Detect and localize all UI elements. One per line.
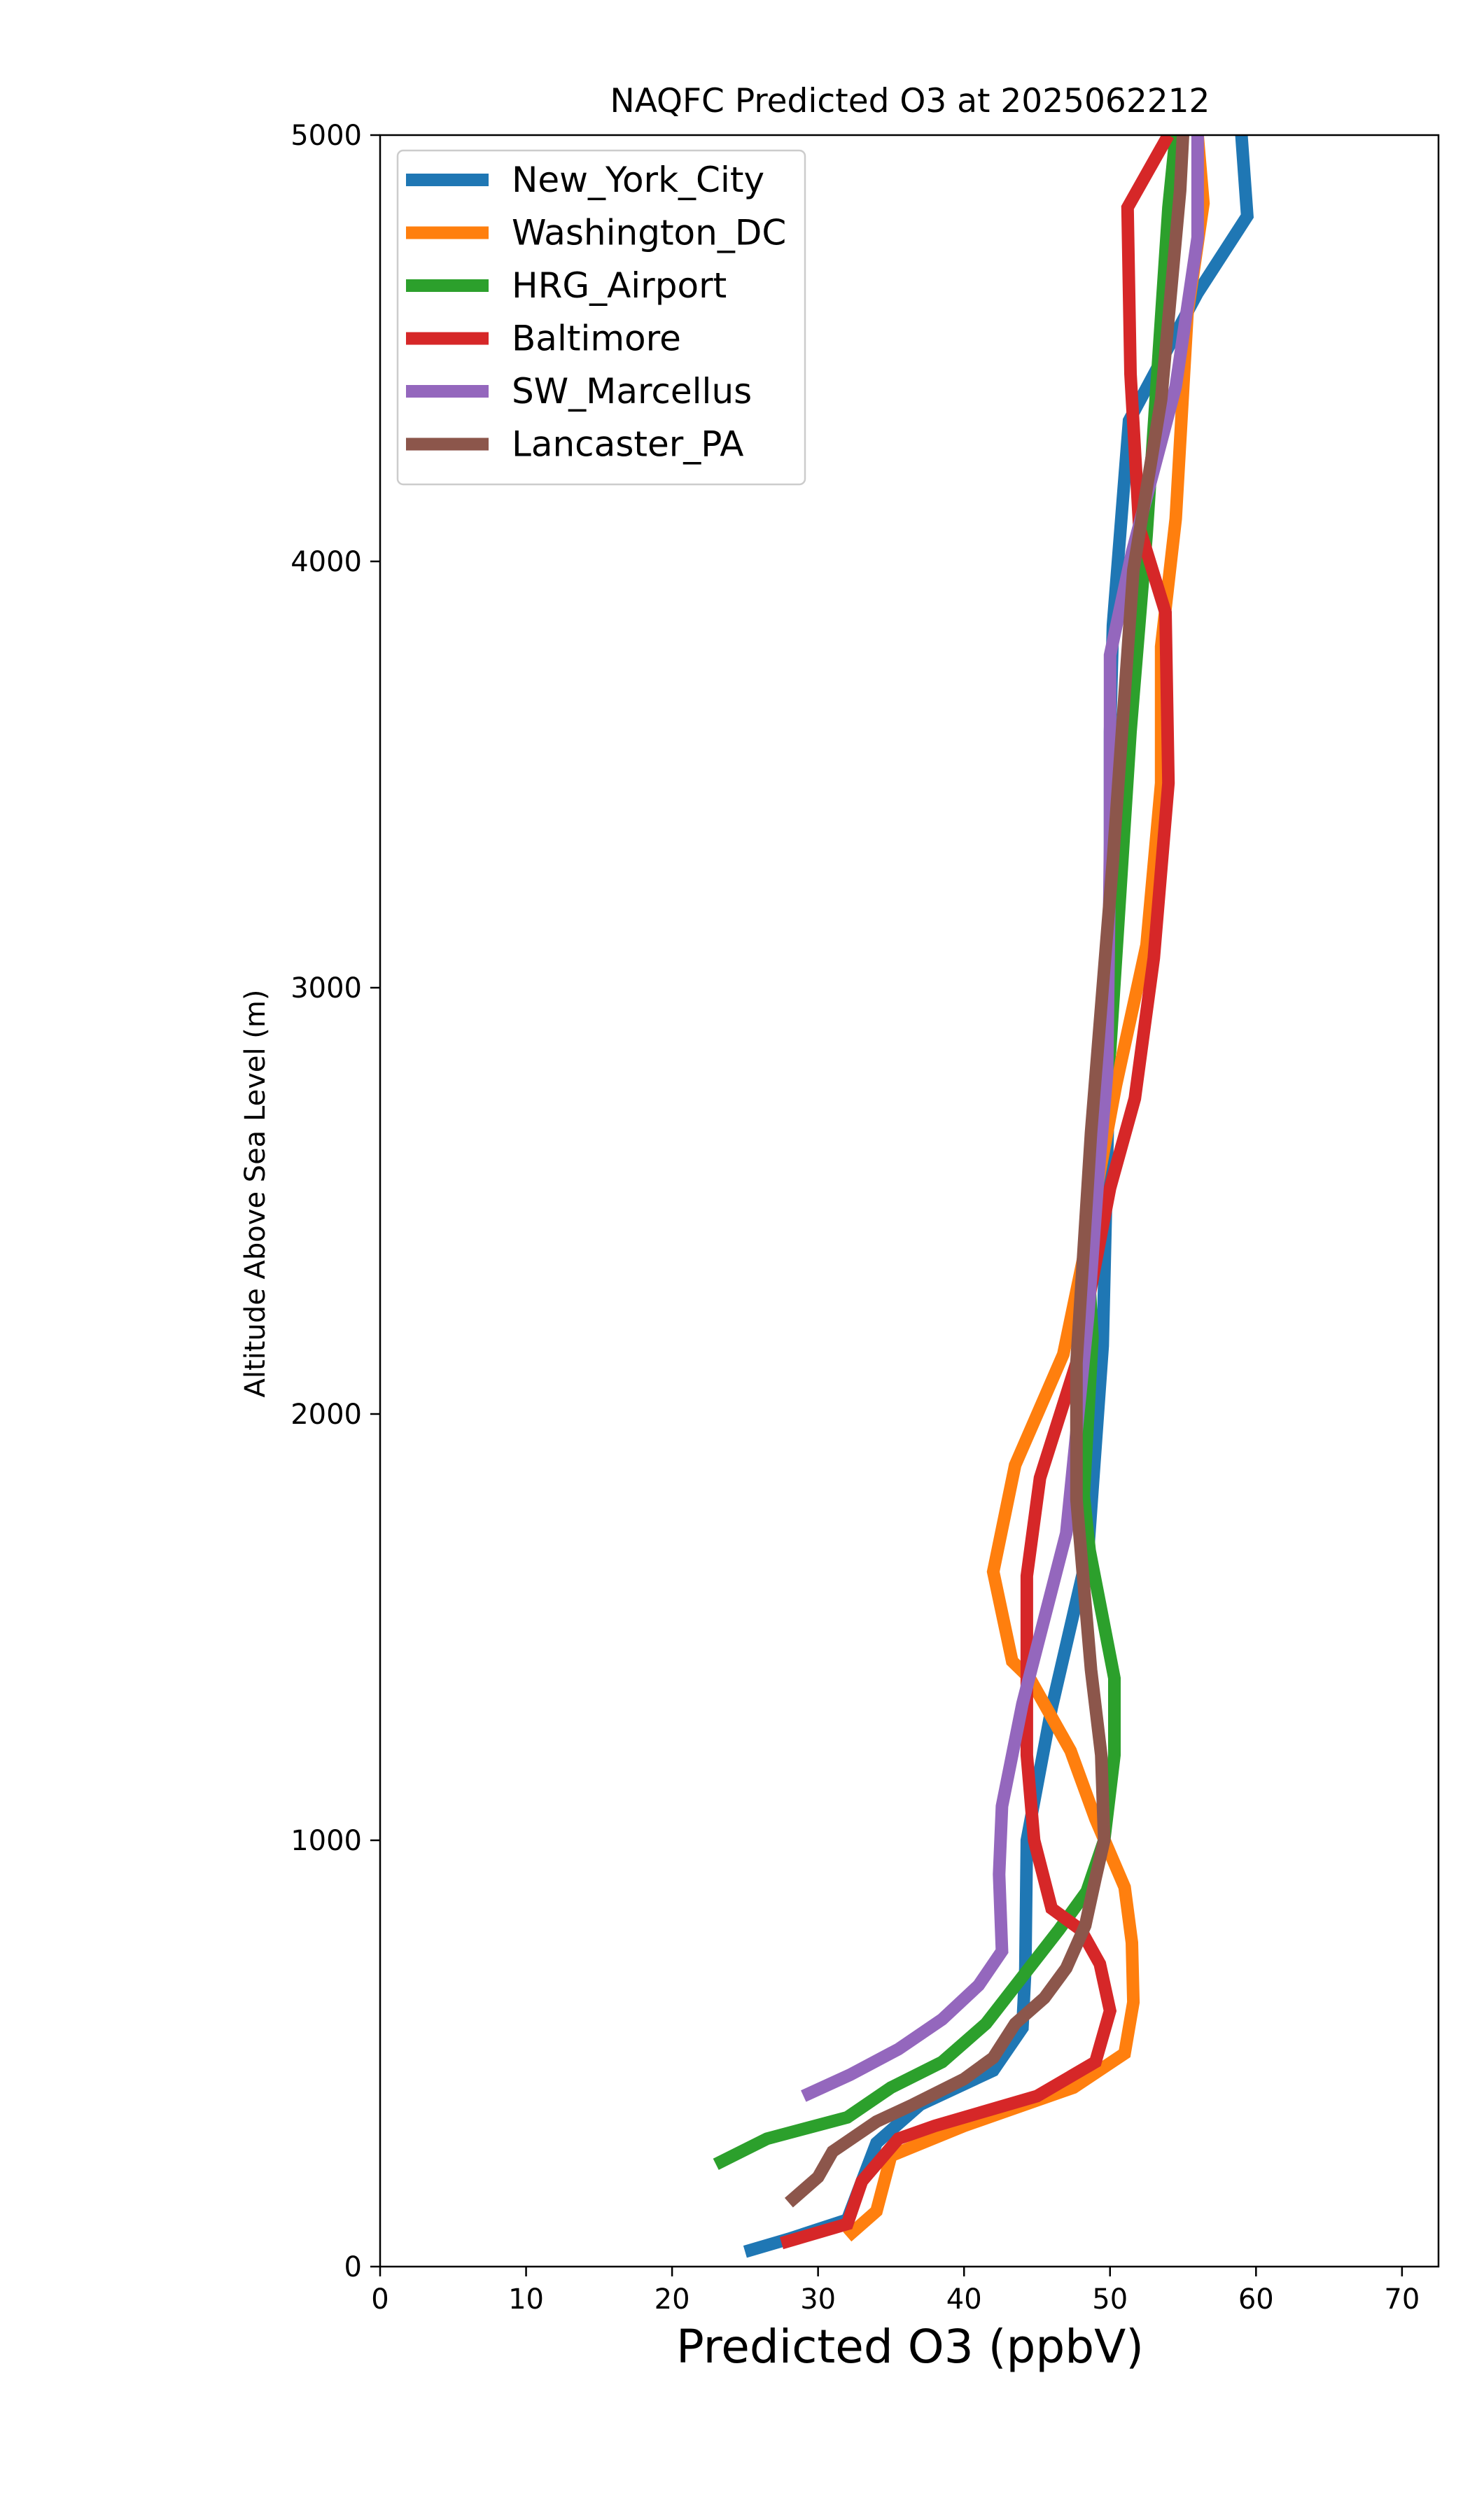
legend-label: Baltimore (512, 318, 681, 359)
plot-area (379, 134, 1440, 2268)
legend-item: HRG_Airport (406, 265, 727, 306)
y-tick-label: 2000 (290, 1399, 362, 1431)
legend-frame (396, 149, 806, 486)
legend-item: Baltimore (406, 318, 681, 359)
series-line-Lancaster_PA (784, 135, 1189, 2208)
legend-label: HRG_Airport (512, 265, 727, 306)
x-tick-label: 50 (1092, 2283, 1128, 2316)
legend-item: Lancaster_PA (406, 424, 743, 465)
y-tick-label: 3000 (290, 972, 362, 1004)
y-tick-label: 4000 (290, 546, 362, 578)
legend-item: Washington_DC (406, 213, 786, 253)
y-tick-label: 5000 (290, 120, 362, 152)
x-tick-label: 0 (371, 2283, 388, 2316)
x-tick-label: 20 (654, 2283, 690, 2316)
x-tick-label: 30 (800, 2283, 836, 2316)
legend-label: Lancaster_PA (512, 424, 743, 465)
x-tick-label: 60 (1238, 2283, 1274, 2316)
legend: New_York_City Washington_DC HRG_Airport Bal… (396, 149, 806, 486)
x-axis-label: Predicted O3 (ppbV) (676, 2320, 1144, 2374)
y-tick-label: 1000 (290, 1825, 362, 1857)
series-line-HRG_Airport (713, 135, 1182, 2170)
legend-item: New_York_City (406, 160, 764, 200)
legend-label: New_York_City (512, 160, 764, 200)
legend-label: SW_Marcellus (512, 371, 752, 412)
x-axis: 0 10 20 30 40 50 60 70 (371, 2267, 1420, 2316)
y-axis: 0 1000 2000 3000 4000 5000 (290, 120, 380, 2283)
legend-item: SW_Marcellus (406, 371, 752, 412)
x-tick-label: 40 (946, 2283, 982, 2316)
series-lines (713, 135, 1254, 2258)
x-tick-label: 70 (1384, 2283, 1420, 2316)
y-axis-label: Altitude Above Sea Level (m) (239, 990, 272, 1398)
series-line-Baltimore (779, 135, 1175, 2250)
y-tick-label: 0 (344, 2251, 362, 2283)
legend-label: Washington_DC (512, 213, 786, 253)
plot-frame (379, 134, 1440, 2268)
x-tick-label: 10 (508, 2283, 544, 2316)
chart-title: NAQFC Predicted O3 at 2025062212 (610, 82, 1210, 120)
